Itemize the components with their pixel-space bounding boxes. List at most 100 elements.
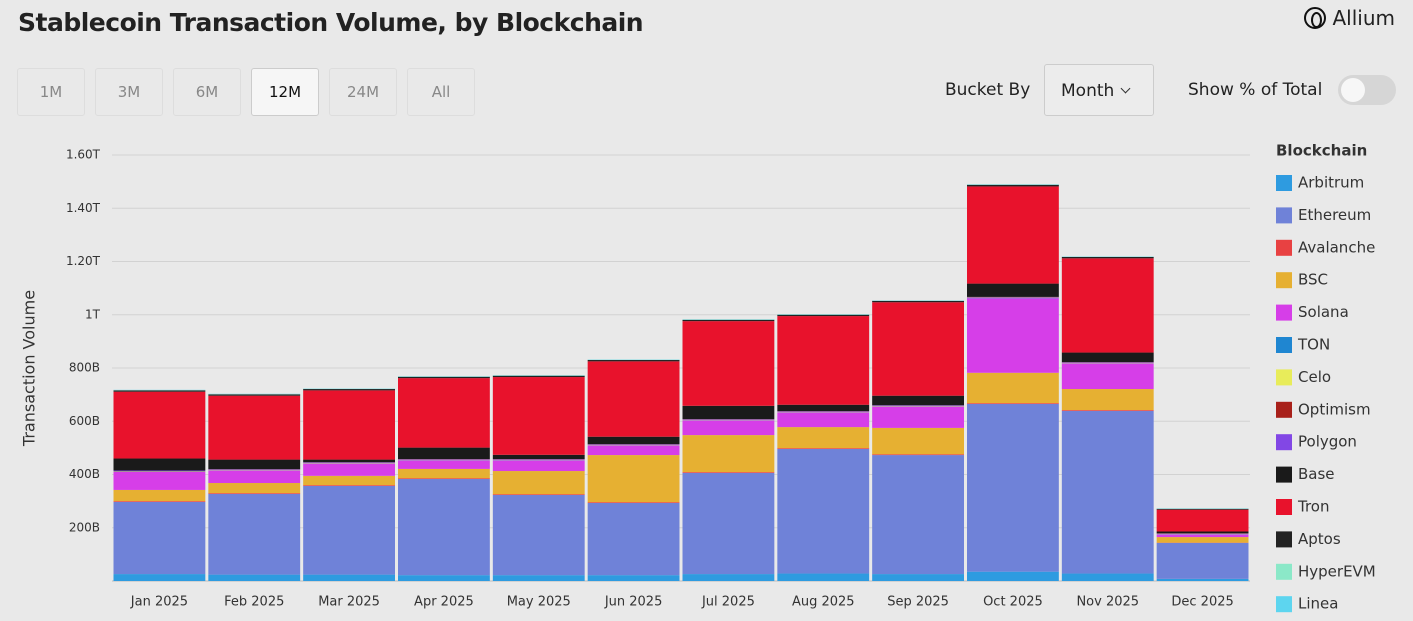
range-button[interactable]: All bbox=[407, 68, 475, 116]
bar-segment bbox=[398, 468, 490, 479]
legend-swatch bbox=[1276, 337, 1292, 353]
bar-segment bbox=[1156, 509, 1249, 532]
bucket-select[interactable]: Month bbox=[1044, 64, 1154, 116]
bar-segment bbox=[492, 471, 585, 495]
y-tick-label: 800B bbox=[69, 361, 100, 375]
legend-label: TON bbox=[1297, 336, 1330, 354]
legend-label: Celo bbox=[1298, 368, 1331, 386]
bar-segment bbox=[872, 427, 964, 455]
bar-segment bbox=[967, 283, 1059, 297]
bar-segment bbox=[1061, 389, 1154, 411]
bar-segment bbox=[967, 296, 1059, 298]
bar-segment bbox=[967, 571, 1059, 581]
legend-swatch bbox=[1276, 563, 1292, 580]
legend-swatch bbox=[1276, 175, 1292, 191]
bar-segment bbox=[1061, 363, 1154, 390]
bar-segment bbox=[303, 389, 395, 391]
bar-segment bbox=[398, 575, 490, 581]
x-tick-label: Oct 2025 bbox=[983, 595, 1043, 610]
bar-segment bbox=[872, 395, 964, 406]
bar-segment bbox=[208, 395, 301, 460]
range-button[interactable]: 24M bbox=[329, 68, 397, 116]
bar-segment bbox=[1061, 362, 1154, 363]
bar-segment bbox=[492, 377, 585, 455]
bar-segment bbox=[113, 489, 206, 502]
legend-label: Base bbox=[1298, 465, 1335, 483]
legend-label: Arbitrum bbox=[1298, 174, 1364, 192]
bar-segment bbox=[587, 361, 680, 437]
bar-segment bbox=[872, 405, 964, 406]
bar-segment bbox=[208, 470, 301, 484]
bar-segment bbox=[682, 321, 775, 406]
bar-segment bbox=[777, 448, 870, 449]
legend-swatch bbox=[1276, 272, 1292, 289]
bar-segment bbox=[113, 471, 206, 490]
bar-segment bbox=[587, 445, 680, 456]
range-button[interactable]: 12M bbox=[251, 68, 319, 116]
bar-segment bbox=[1156, 537, 1249, 543]
bar-segment bbox=[1156, 531, 1249, 534]
legend-swatch bbox=[1276, 239, 1292, 256]
bar-segment bbox=[967, 403, 1059, 572]
bar-segment bbox=[398, 478, 490, 480]
x-tick-label: Sep 2025 bbox=[887, 595, 949, 610]
bar-segment bbox=[777, 316, 870, 405]
legend-swatch bbox=[1276, 434, 1292, 451]
bar-segment bbox=[587, 502, 680, 503]
y-tick-label: 400B bbox=[69, 467, 100, 481]
bar-segment bbox=[1156, 578, 1249, 581]
bar-segment bbox=[872, 406, 964, 428]
bar-segment bbox=[113, 390, 206, 392]
bar-segment bbox=[777, 314, 870, 317]
bar-segment bbox=[398, 460, 490, 469]
bucket-label: Bucket By bbox=[945, 80, 1031, 100]
bar-segment bbox=[492, 375, 585, 378]
bar-segment bbox=[1156, 534, 1249, 538]
bar-segment bbox=[682, 472, 775, 575]
bar-segment bbox=[303, 459, 395, 463]
x-tick-label: Aug 2025 bbox=[792, 595, 855, 610]
bar-segment bbox=[1061, 352, 1154, 363]
bar-segment bbox=[1061, 256, 1154, 259]
percent-toggle[interactable] bbox=[1338, 75, 1396, 105]
bar-segment bbox=[208, 483, 301, 494]
bar-segment bbox=[398, 378, 490, 448]
bar-segment bbox=[113, 574, 206, 581]
legend-label: HyperEVM bbox=[1298, 562, 1376, 580]
y-tick-label: 1T bbox=[85, 307, 101, 321]
bar-segment bbox=[872, 302, 964, 396]
range-button[interactable]: 6M bbox=[173, 68, 241, 116]
bar-segment bbox=[492, 495, 585, 576]
brand: Allium bbox=[1304, 6, 1395, 30]
bar-segment bbox=[1061, 410, 1154, 411]
legend-swatch bbox=[1276, 401, 1292, 418]
x-tick-label: Dec 2025 bbox=[1171, 595, 1233, 610]
bar-segment bbox=[587, 360, 680, 362]
y-tick-label: 1.20T bbox=[66, 254, 101, 268]
bar-segment bbox=[492, 494, 585, 496]
bar-segment bbox=[872, 455, 964, 575]
x-tick-label: Jan 2025 bbox=[130, 595, 188, 610]
bar-segment bbox=[682, 472, 775, 473]
x-tick-label: Jul 2025 bbox=[701, 595, 755, 610]
bar-segment bbox=[777, 427, 870, 449]
y-tick-label: 200B bbox=[69, 520, 100, 534]
bar-segment bbox=[492, 460, 585, 472]
bar-segment bbox=[872, 574, 964, 581]
x-tick-label: Nov 2025 bbox=[1076, 595, 1139, 610]
legend-swatch bbox=[1276, 304, 1292, 321]
range-button[interactable]: 3M bbox=[95, 68, 163, 116]
legend-swatch bbox=[1276, 531, 1292, 548]
legend-swatch bbox=[1276, 369, 1292, 386]
range-button[interactable]: 1M bbox=[17, 68, 85, 116]
legend-label: Aptos bbox=[1298, 530, 1341, 548]
legend-label: Tron bbox=[1297, 498, 1329, 516]
bar-segment bbox=[208, 459, 301, 470]
bar-segment bbox=[967, 186, 1059, 284]
x-tick-label: Mar 2025 bbox=[318, 595, 380, 610]
bar-segment bbox=[208, 394, 301, 396]
range-buttons: 1M 3M 6M 12M 24M All bbox=[17, 68, 475, 116]
bar-segment bbox=[303, 463, 395, 476]
bar-segment bbox=[777, 411, 870, 412]
legend-swatch bbox=[1276, 207, 1292, 224]
